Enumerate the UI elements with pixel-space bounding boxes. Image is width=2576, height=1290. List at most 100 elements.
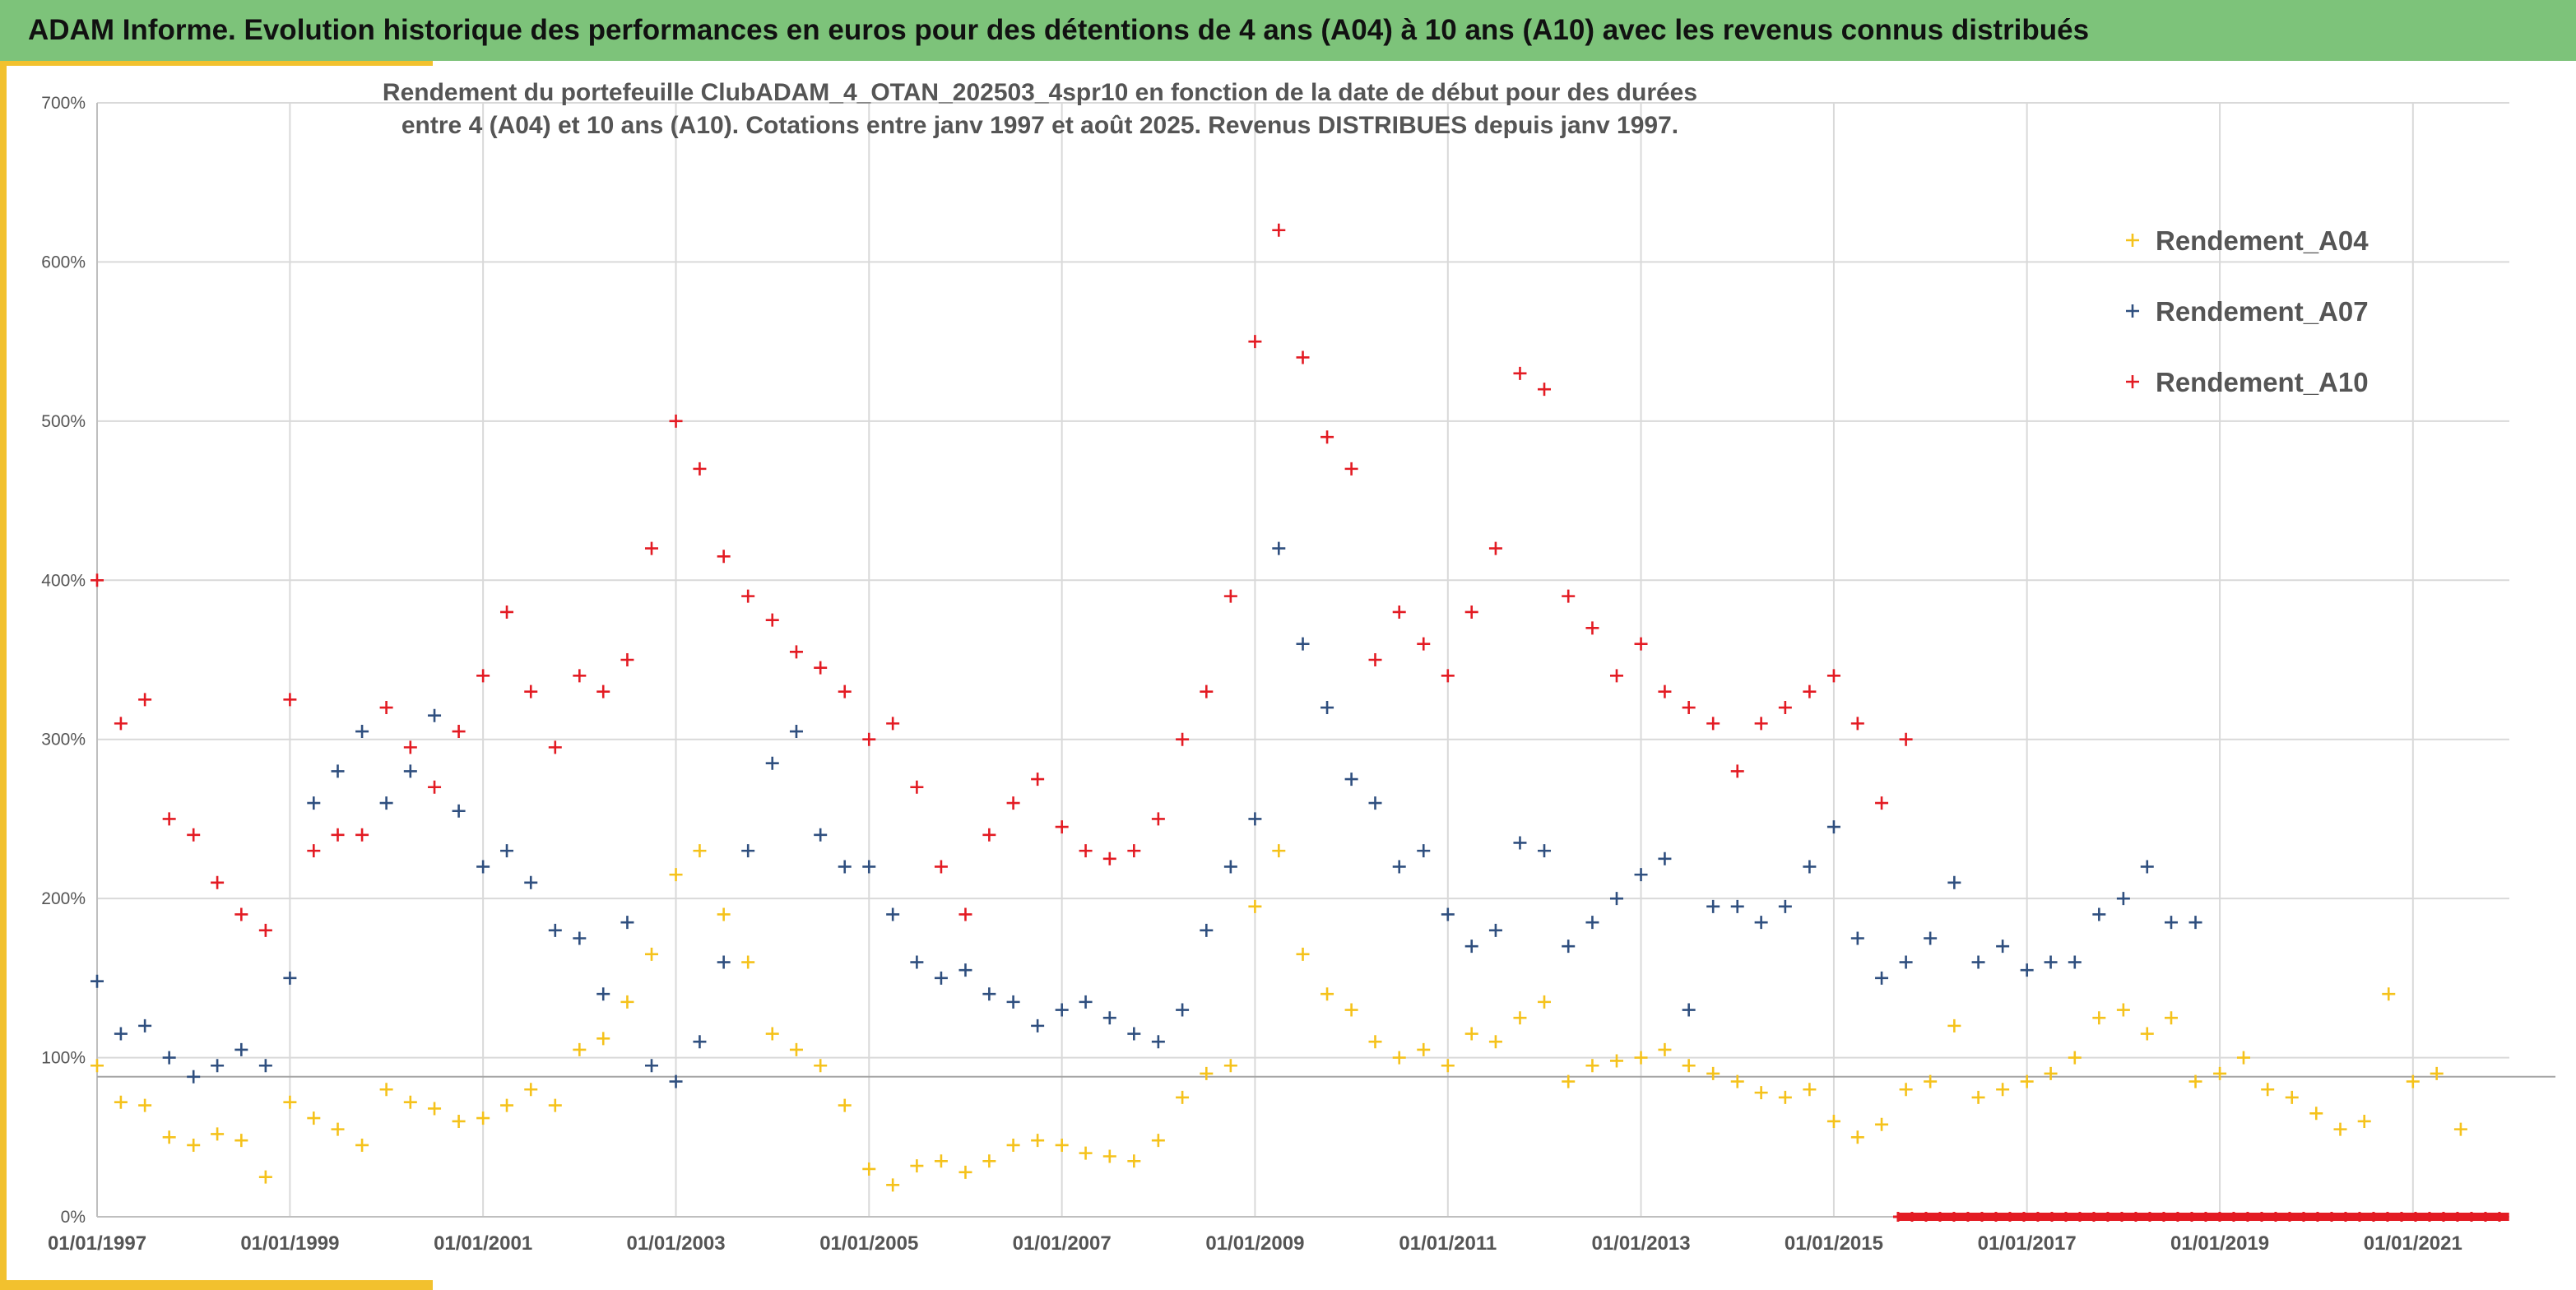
rendement-a10-point [1899, 732, 1913, 746]
rendement-a07-point [2044, 955, 2058, 969]
rendement-a10-point [1730, 764, 1744, 778]
rendement-a10-point [1826, 669, 1840, 683]
rendement-a07-point [910, 955, 924, 969]
baseline-marker [2452, 1212, 2462, 1222]
rendement-a07-point [1562, 940, 1576, 954]
rendement-a04-point [2430, 1066, 2444, 1080]
rendement-a04-point [138, 1098, 152, 1112]
rendement-a10-point [573, 669, 587, 683]
rendement-a07-point [1031, 1019, 1045, 1032]
baseline-marker [2088, 1212, 2099, 1222]
baseline-marker [2172, 1212, 2183, 1222]
x-tick-label: 01/01/2005 [819, 1232, 918, 1255]
rendement-a07-point [573, 931, 587, 945]
rendement-a04-point [1441, 1059, 1455, 1073]
rendement-a07-point [1730, 899, 1744, 913]
rendement-a04-point [1706, 1066, 1720, 1080]
rendement-a10-point [162, 812, 176, 826]
rendement-a10-point [1223, 589, 1237, 603]
rendement-a10-point [1272, 223, 1286, 237]
rendement-a04-point [1151, 1134, 1165, 1148]
rendement-a07-point [1778, 899, 1792, 913]
rendement-a10-point [765, 613, 779, 627]
rendement-a04-point [1924, 1074, 1938, 1088]
rendement-a07-point [1320, 701, 1334, 715]
rendement-a04-point [234, 1134, 248, 1148]
rendement-a04-point [1585, 1059, 1599, 1073]
rendement-a10-point [1778, 701, 1792, 715]
rendement-a07-point [2188, 916, 2202, 930]
y-tick-label: 700% [41, 94, 86, 113]
x-tick-label: 01/01/2019 [2170, 1232, 2269, 1255]
rendement-a07-point [1223, 860, 1237, 874]
baseline-marker [1892, 1212, 1903, 1222]
baseline-marker [2256, 1212, 2267, 1222]
rendement-a10-point [1609, 669, 1623, 683]
baseline-marker [1976, 1212, 1987, 1222]
rendement-a04-point [1417, 1042, 1431, 1056]
rendement-a10-point [1706, 717, 1720, 731]
rendement-a10-point [1344, 462, 1358, 476]
rendement-a04-point [1609, 1054, 1623, 1068]
rendement-a07-point [620, 916, 634, 930]
rendement-a04-point [2261, 1083, 2275, 1097]
rendement-a04-point [1320, 987, 1334, 1001]
rendement-a04-point [1899, 1083, 1913, 1097]
rendement-a07-point [1102, 1011, 1116, 1025]
rendement-a07-point [1176, 1003, 1190, 1017]
rendement-a07-point [862, 860, 876, 874]
rendement-a07-point [644, 1059, 658, 1073]
rendement-a04-point [2357, 1114, 2371, 1128]
rendement-a04-point [2020, 1074, 2034, 1088]
rendement-a10-point [1754, 717, 1768, 731]
rendement-a04-point [258, 1170, 272, 1184]
rendement-a10-point [258, 923, 272, 937]
legend-label: Rendement_A04 [2156, 225, 2369, 256]
rendement-a04-point [187, 1138, 201, 1152]
y-tick-label: 100% [41, 1049, 86, 1068]
rendement-a07-point [1538, 844, 1552, 858]
rendement-a07-point [1272, 541, 1286, 555]
rendement-a07-point [2020, 963, 2034, 977]
rendement-a10-point [669, 414, 683, 428]
rendement-a04-point [1634, 1051, 1648, 1065]
rendement-a04-point [1079, 1146, 1093, 1160]
rendement-a04-point [1248, 899, 1262, 913]
rendement-a04-point [934, 1154, 948, 1168]
rendement-a07-point [1850, 931, 1864, 945]
rendement-a10-point [307, 844, 321, 858]
x-tick-label: 01/01/1999 [240, 1232, 339, 1255]
rendement-a04-point [644, 947, 658, 961]
rendement-a07-point [1417, 844, 1431, 858]
rendement-a04-point [500, 1098, 514, 1112]
rendement-a07-point [717, 955, 731, 969]
legend-label: Rendement_A07 [2156, 296, 2369, 327]
rendement-a04-point [1296, 947, 1310, 961]
rendement-a07-point [1947, 875, 1961, 889]
rendement-a04-point [1778, 1090, 1792, 1104]
baseline-marker [2270, 1212, 2281, 1222]
rendement-a07-point [765, 756, 779, 770]
rendement-a10-point [741, 589, 755, 603]
rendement-a07-point [982, 987, 996, 1001]
baseline-marker [2046, 1212, 2057, 1222]
rendement-a07-point [669, 1074, 683, 1088]
rendement-a04-point [114, 1095, 128, 1109]
rendement-a04-point [1392, 1051, 1406, 1065]
baseline-marker [2354, 1212, 2365, 1222]
rendement-a04-point [669, 868, 683, 882]
chart-title-line-1: Rendement du portefeuille ClubADAM_4_OTA… [383, 79, 1697, 106]
rendement-a07-point [1151, 1035, 1165, 1049]
rendement-a10-point [1488, 541, 1502, 555]
rendement-a07-point [2092, 907, 2106, 921]
rendement-a07-point [403, 764, 417, 778]
rendement-a10-point [1634, 637, 1648, 651]
rendement-a10-point [693, 462, 707, 476]
baseline-marker [2312, 1212, 2323, 1222]
rendement-a04-point [573, 1042, 587, 1056]
rendement-a10-point [114, 717, 128, 731]
rendement-a07-point [283, 971, 297, 985]
rendement-a04-point [1223, 1059, 1237, 1073]
rendement-a04-point [862, 1162, 876, 1176]
